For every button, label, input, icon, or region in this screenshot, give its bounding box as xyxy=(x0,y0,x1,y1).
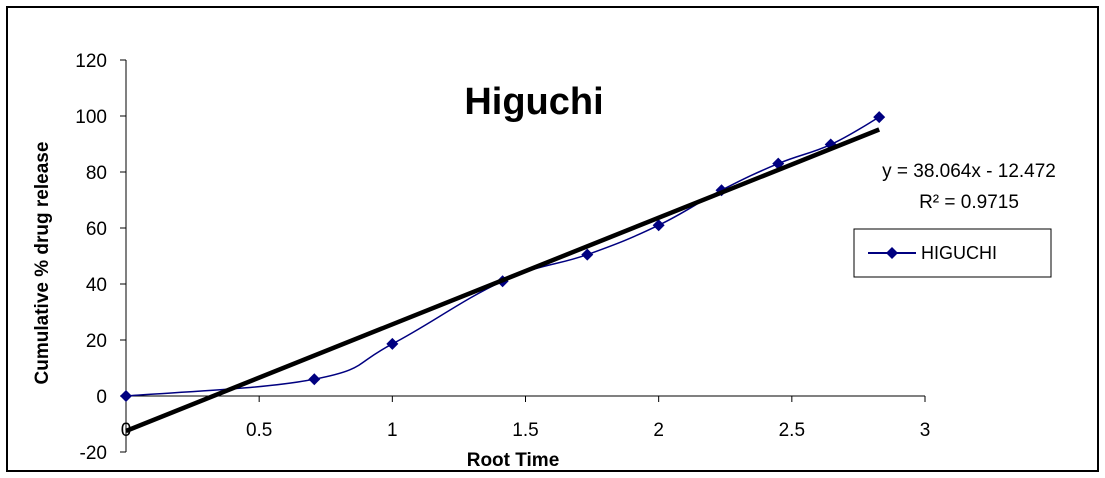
higuchi-chart: Higuchi Cumulative % drug release Root T… xyxy=(32,51,1056,471)
y-tick-label: 0 xyxy=(96,387,107,408)
series-line-higuchi xyxy=(125,116,880,397)
data-point-marker xyxy=(386,337,399,350)
y-tick-label: 40 xyxy=(86,275,107,296)
x-tick-label: 1 xyxy=(387,420,398,441)
trendline-equation: y = 38.064x - 12.472 xyxy=(882,161,1056,182)
chart-frame: Higuchi Cumulative % drug release Root T… xyxy=(6,6,1099,472)
y-tick-label: 20 xyxy=(86,331,107,352)
data-point-marker xyxy=(120,390,132,402)
legend: HIGUCHI xyxy=(853,228,1052,278)
data-point-marker xyxy=(652,219,665,232)
trendline-r-squared: R² = 0.9715 xyxy=(919,192,1019,213)
data-point-marker xyxy=(581,248,594,261)
linear-trendline xyxy=(125,127,881,434)
legend-series-marker xyxy=(886,247,898,259)
x-tick-label: 1.5 xyxy=(512,420,538,441)
data-point-marker xyxy=(873,111,886,124)
x-tick-label: 2 xyxy=(653,420,664,441)
y-tick-label: 100 xyxy=(75,107,107,128)
y-tick-label: -20 xyxy=(80,443,107,464)
legend-box xyxy=(853,228,1052,278)
legend-series-label: HIGUCHI xyxy=(921,243,997,263)
x-tick-label: 2.5 xyxy=(779,420,805,441)
data-point-marker xyxy=(308,373,321,386)
x-tick-label: 0.5 xyxy=(246,420,272,441)
y-tick-label: 120 xyxy=(75,51,107,72)
y-tick-label: 80 xyxy=(86,163,107,184)
y-tick-label: 60 xyxy=(86,219,107,240)
chart-title: Higuchi xyxy=(464,81,603,123)
x-axis-title: Root Time xyxy=(467,450,560,471)
y-axis-title: Cumulative % drug release xyxy=(32,142,53,385)
x-tick-label: 3 xyxy=(920,420,931,441)
